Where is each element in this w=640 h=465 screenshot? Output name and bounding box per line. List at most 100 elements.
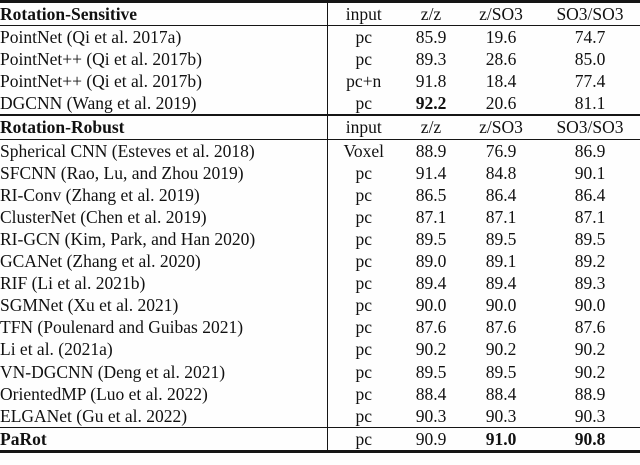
table-row: PointNet (Qi et al. 2017a) pc 85.9 19.6 74.7 <box>0 25 640 49</box>
score-cell: 76.9 <box>485 140 517 161</box>
method-cell: Li et al. (2021a) <box>0 338 328 361</box>
score-cell: 88.4 <box>415 383 447 404</box>
table-row: Li et al. (2021a) pc 90.2 90.2 90.2 <box>0 338 640 361</box>
table-row: VN-DGCNN (Deng et al. 2021) pc 89.5 89.5 90.… <box>0 360 640 383</box>
input-cell: pc <box>355 295 373 316</box>
score-cell: 90.2 <box>574 361 606 382</box>
score-cell: 89.4 <box>415 273 447 294</box>
score-cell: 90.2 <box>574 339 606 360</box>
table-row: RI-Conv (Zhang et al. 2019) pc 86.5 86.4 86.… <box>0 183 640 206</box>
input-cell: pc <box>355 273 373 294</box>
table-row: PointNet++ (Qi et al. 2017b) pc 89.3 28.6 85… <box>0 48 640 71</box>
score-cell: 88.4 <box>485 383 517 404</box>
score-cell: 86.5 <box>415 184 447 205</box>
score-cell: 18.4 <box>485 71 517 92</box>
score-cell: 90.3 <box>415 405 447 426</box>
column-header: z/z <box>400 1 462 27</box>
method-cell: RI-Conv (Zhang et al. 2019) <box>0 183 328 206</box>
table-row-parot: PaRot pc 90.9 91.0 90.8 <box>0 426 640 452</box>
score-cell: 20.6 <box>485 93 517 114</box>
section-header-row: Rotation-Sensitive input z/z z/SO3 SO3/SO3 <box>0 1 640 27</box>
column-header: z/z <box>400 114 462 140</box>
score-cell: 87.1 <box>415 206 447 227</box>
score-cell: 81.1 <box>574 93 606 114</box>
table-row: PointNet++ (Qi et al. 2017b) pc+n 91.8 18.4… <box>0 70 640 93</box>
input-cell: pc <box>355 184 373 205</box>
score-cell: 89.5 <box>415 228 447 249</box>
score-cell: 86.4 <box>574 184 606 205</box>
input-cell: pc <box>355 317 373 338</box>
score-cell: 90.0 <box>485 295 517 316</box>
method-cell: OrientedMP (Luo et al. 2022) <box>0 382 328 405</box>
score-cell: 87.1 <box>485 206 517 227</box>
score-cell: 89.5 <box>485 228 517 249</box>
input-cell: pc <box>355 339 373 360</box>
method-cell: TFN (Poulenard and Guibas 2021) <box>0 316 328 339</box>
score-cell: 89.0 <box>415 251 447 272</box>
input-cell: pc <box>355 206 373 227</box>
table-row: Spherical CNN (Esteves et al. 2018) Voxel… <box>0 139 640 162</box>
input-cell: pc <box>355 49 373 70</box>
score-cell: 28.6 <box>485 49 517 70</box>
results-table: Rotation-Sensitive input z/z z/SO3 SO3/SO3 Po… <box>0 0 640 453</box>
score-cell: 89.5 <box>574 228 606 249</box>
table-row: TFN (Poulenard and Guibas 2021) pc 87.6 87.… <box>0 316 640 339</box>
score-cell: 74.7 <box>574 27 606 48</box>
input-cell: pc <box>355 405 373 426</box>
method-cell: RIF (Li et al. 2021b) <box>0 272 328 295</box>
table-row: ELGANet (Gu et al. 2022) pc 90.3 90.3 90.3 <box>0 404 640 428</box>
score-cell: 90.2 <box>415 339 447 360</box>
score-cell: 84.8 <box>485 162 517 183</box>
column-header: SO3/SO3 <box>540 1 640 27</box>
table-row: ClusterNet (Chen et al. 2019) pc 87.1 87.1 8… <box>0 205 640 228</box>
method-cell: ELGANet (Gu et al. 2022) <box>0 404 328 428</box>
score-cell: 90.3 <box>574 405 606 426</box>
column-header: input <box>327 1 400 27</box>
input-cell: pc <box>355 27 373 48</box>
score-cell: 87.6 <box>415 317 447 338</box>
table-row: SGMNet (Xu et al. 2021) pc 90.0 90.0 90.0 <box>0 294 640 317</box>
score-cell: 91.0 <box>462 426 540 452</box>
score-cell: 89.5 <box>415 361 447 382</box>
method-cell: GCANet (Zhang et al. 2020) <box>0 250 328 273</box>
score-cell: 90.9 <box>400 426 462 452</box>
input-cell: Voxel <box>343 140 384 161</box>
method-cell: PaRot <box>0 426 328 452</box>
input-cell: pc <box>355 93 373 114</box>
input-cell: pc <box>355 162 373 183</box>
method-cell: PointNet++ (Qi et al. 2017b) <box>0 48 328 71</box>
score-cell: 85.9 <box>415 27 447 48</box>
score-cell: 87.1 <box>574 206 606 227</box>
table-row: GCANet (Zhang et al. 2020) pc 89.0 89.1 89.2 <box>0 250 640 273</box>
score-cell: 19.6 <box>485 27 517 48</box>
score-cell: 91.4 <box>415 162 447 183</box>
score-cell: 89.5 <box>485 361 517 382</box>
score-cell: 88.9 <box>574 383 606 404</box>
score-cell: 87.6 <box>485 317 517 338</box>
score-cell: 89.3 <box>574 273 606 294</box>
score-cell: 87.6 <box>574 317 606 338</box>
method-cell: PointNet (Qi et al. 2017a) <box>0 25 328 49</box>
score-cell: 89.4 <box>485 273 517 294</box>
score-cell: 88.9 <box>415 140 447 161</box>
score-cell: 90.1 <box>574 162 606 183</box>
score-cell: 89.3 <box>415 49 447 70</box>
table-row: OrientedMP (Luo et al. 2022) pc 88.4 88.4 88… <box>0 382 640 405</box>
score-cell: 86.4 <box>485 184 517 205</box>
score-cell: 92.2 <box>415 93 447 114</box>
method-cell: PointNet++ (Qi et al. 2017b) <box>0 70 328 93</box>
table-row: RI-GCN (Kim, Park, and Han 2020) pc 89.5 89… <box>0 227 640 251</box>
score-cell: 89.1 <box>485 251 517 272</box>
score-cell: 90.2 <box>485 339 517 360</box>
column-header: z/SO3 <box>462 1 540 27</box>
method-cell: ClusterNet (Chen et al. 2019) <box>0 205 328 228</box>
method-cell: SGMNet (Xu et al. 2021) <box>0 294 328 317</box>
input-cell: pc <box>355 383 373 404</box>
input-cell: pc <box>355 361 373 382</box>
column-header: SO3/SO3 <box>540 114 640 140</box>
score-cell: 90.0 <box>574 295 606 316</box>
column-header: input <box>327 114 400 140</box>
input-cell: pc <box>355 251 373 272</box>
input-cell: pc <box>355 228 373 249</box>
